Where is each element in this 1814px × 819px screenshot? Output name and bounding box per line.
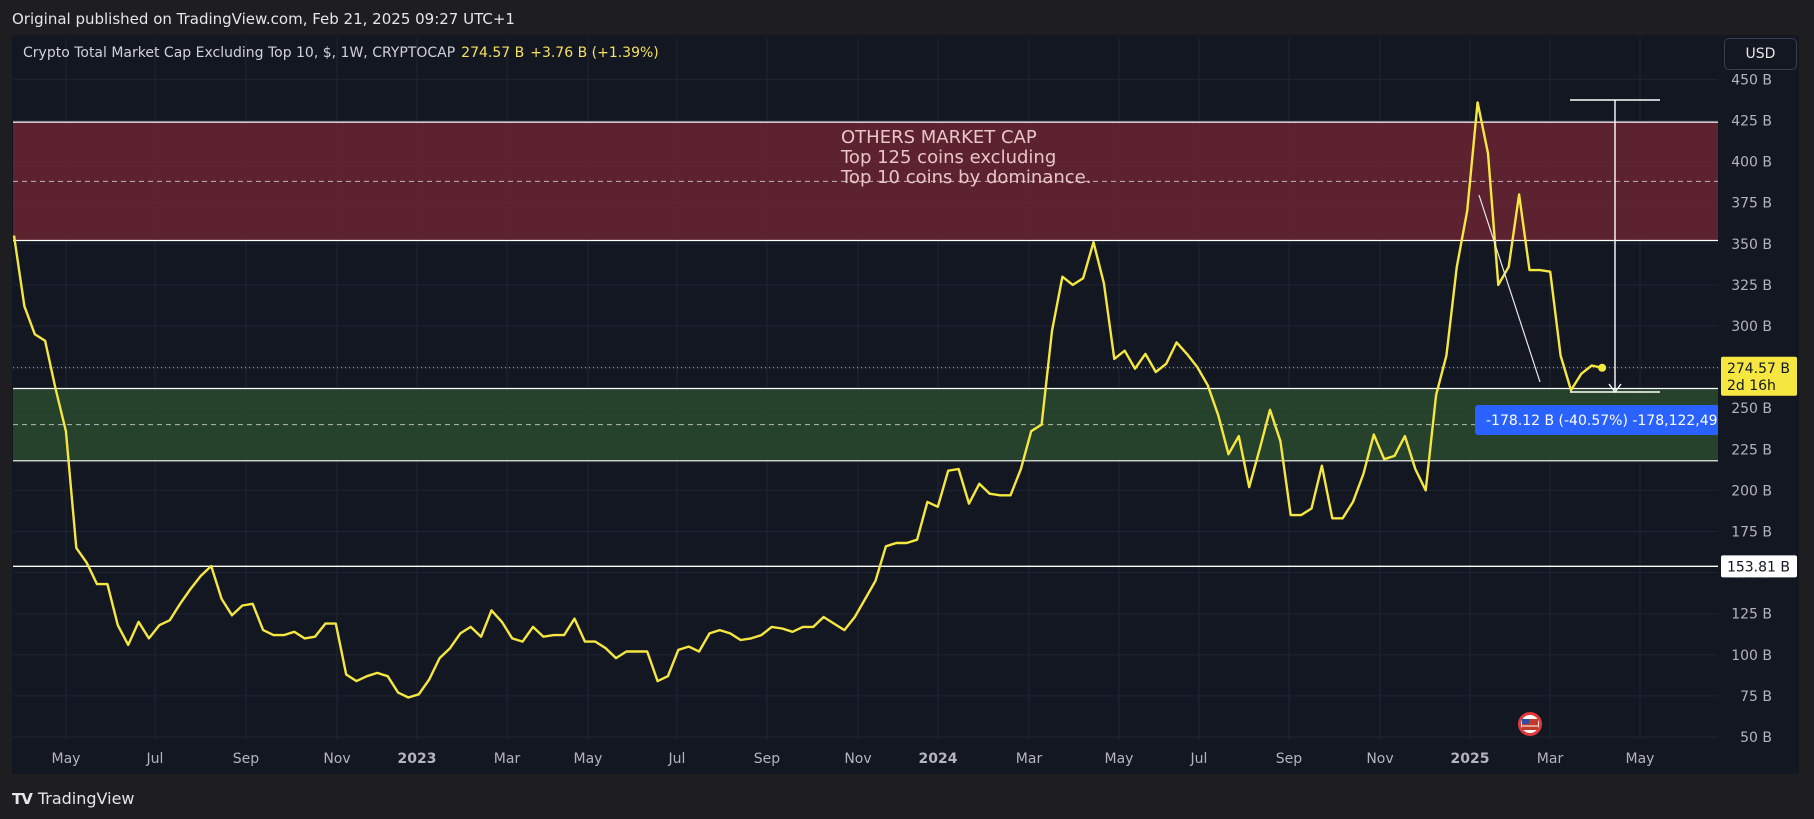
level-price-tag[interactable]: 153.81 B [1721,555,1797,578]
y-tick-label: 300 B [1731,319,1772,335]
x-tick-label: Sep [1276,751,1303,767]
y-tick-label: 75 B [1740,689,1772,705]
last-price-tag-value: 274.57 B [1727,361,1790,377]
y-tick-label: 175 B [1731,525,1772,541]
x-tick-label: Jul [668,751,686,767]
y-tick-label: 425 B [1731,114,1772,130]
annotation-line: Top 10 coins by dominance. [840,167,1091,188]
last-price-tag[interactable]: 274.57 B2d 16h [1721,356,1797,396]
annotation-line: OTHERS MARKET CAP [841,127,1037,148]
y-tick-label: 350 B [1731,237,1772,253]
x-tick-label: Jul [1190,751,1208,767]
y-tick-label: 400 B [1731,155,1772,171]
measure-badge-text: -178.12 B (-40.57%) -178,122,493, [1486,413,1731,429]
tradingview-logo-icon: TV [12,789,33,808]
x-tick-label: Jul [146,751,164,767]
y-tick-label: 250 B [1731,401,1772,417]
x-tick-label: Nov [323,751,350,767]
resistance-zone[interactable] [13,121,1718,242]
x-tick-label: May [574,751,603,767]
y-tick-label: 50 B [1740,730,1772,746]
x-tick-label: Nov [1366,751,1393,767]
price-axis[interactable] [1718,36,1799,774]
y-tick-label: 325 B [1731,278,1772,294]
x-tick-label: May [52,751,81,767]
legend-value: 274.57 B [461,45,525,61]
x-tick-label: 2023 [398,751,437,767]
y-tick-label: 225 B [1731,442,1772,458]
x-tick-label: 2025 [1451,751,1490,767]
trend-line-drawing[interactable] [1478,194,1541,383]
x-tick-label: Sep [233,751,260,767]
legend-change: +3.76 B (+1.39%) [530,45,659,61]
chart-legend: Crypto Total Market Cap Excluding Top 10… [23,45,659,61]
last-price-dot [1598,363,1607,372]
y-tick-label: 100 B [1731,648,1772,664]
measure-arrow-icon [1608,383,1622,394]
resistance-zone-fill [13,122,1718,241]
x-tick-label: Mar [1537,751,1564,767]
x-tick-label: Sep [754,751,781,767]
bar-countdown: 2d 16h [1727,378,1776,394]
x-tick-label: Mar [494,751,521,767]
price-series-line[interactable] [12,101,1603,699]
measure-badge[interactable]: -178.12 B (-40.57%) -178,122,493, [1475,405,1731,435]
y-tick-label: 375 B [1731,196,1772,212]
x-tick-label: Nov [844,751,871,767]
published-caption: Original published on TradingView.com, F… [12,10,515,28]
y-tick-label: 450 B [1731,72,1772,88]
brand-name: TradingView [37,789,135,808]
support-zone[interactable] [13,387,1718,462]
level-price-tag-text: 153.81 B [1727,559,1790,575]
measure-tool[interactable] [1570,99,1660,394]
y-tick-label: 125 B [1731,607,1772,623]
x-tick-label: May [1626,751,1655,767]
x-tick-label: 2024 [919,751,958,767]
annotation-line: Top 125 coins excluding [840,147,1056,168]
us-flag-event-icon[interactable] [1518,712,1542,736]
y-tick-label: 200 B [1731,483,1772,499]
symbol-title[interactable]: Crypto Total Market Cap Excluding Top 10… [23,45,456,61]
currency-button[interactable]: USD [1724,38,1797,70]
x-tick-label: Mar [1016,751,1043,767]
x-tick-label: May [1105,751,1134,767]
x-axis: May Jul Sep Nov 2023 Mar May Jul Sep Nov 2024 Mar Ma… [52,751,1655,767]
tradingview-logo[interactable]: TV TradingView [12,789,135,808]
